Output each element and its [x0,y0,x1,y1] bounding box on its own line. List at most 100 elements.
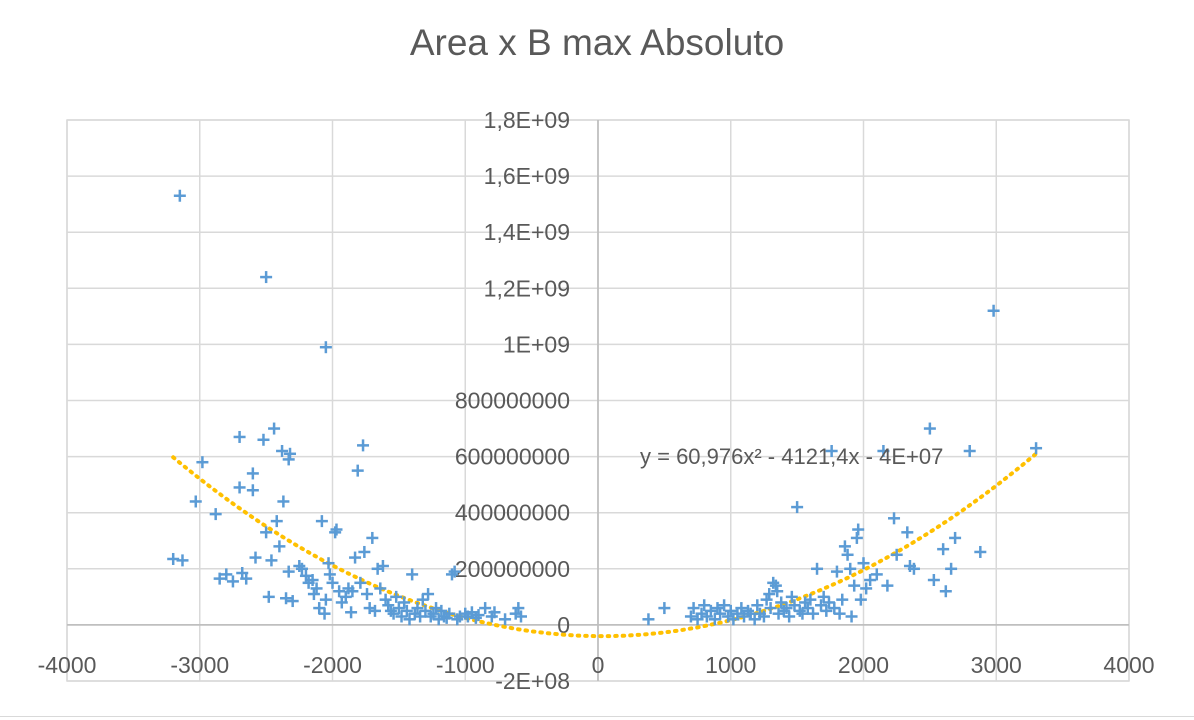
data-point [852,523,865,536]
data-point [257,433,270,446]
data-point [780,602,793,615]
data-point [313,602,326,615]
data-point [472,609,485,622]
data-points [167,189,1043,626]
data-point [708,613,721,626]
data-point [173,189,186,202]
data-point [189,495,202,508]
data-point [724,604,737,617]
data-point [322,557,335,570]
data-point [860,582,873,595]
data-point [820,604,833,617]
data-point [358,545,371,558]
y-tick-label: 200000000 [455,556,570,582]
data-point [326,576,339,589]
data-point [384,604,397,617]
data-point [280,592,293,605]
data-point [870,568,883,581]
data-point [888,512,901,525]
data-point [735,602,748,615]
data-point [176,554,189,567]
data-point [310,582,323,595]
y-tick-label: 0 [557,612,570,638]
axes [67,120,1129,681]
data-point [357,439,370,452]
data-point [764,602,777,615]
data-point [796,607,809,620]
data-point [830,565,843,578]
y-tick-label: 600000000 [455,444,570,470]
data-point [890,548,903,561]
data-point [443,607,456,620]
data-point [368,604,381,617]
data-point [828,602,841,615]
data-point [330,523,343,536]
data-point [817,590,830,603]
data-point [788,599,801,612]
data-point [233,481,246,494]
x-tick-label: 2000 [838,652,889,678]
data-point [488,606,501,619]
data-point [751,599,764,612]
data-point [711,602,724,615]
data-point [435,604,448,617]
data-point [351,464,364,477]
data-point [939,585,952,598]
data-point [167,552,180,565]
data-point [801,602,814,615]
y-tick-label: -2E+08 [495,668,570,694]
data-point [937,543,950,556]
data-point [718,599,731,612]
data-point [416,593,429,606]
data-point [329,526,342,539]
data-point [499,613,512,626]
data-point [907,562,920,575]
y-tick-label: 1,4E+09 [484,219,570,245]
x-tick-label: 3000 [971,652,1022,678]
data-point [387,607,400,620]
data-point [945,562,958,575]
data-point [319,593,332,606]
data-point [414,610,427,623]
data-point [901,526,914,539]
data-point [345,606,358,619]
data-point [411,602,424,615]
data-point [374,582,387,595]
data-point [1030,442,1043,455]
data-point [757,610,770,623]
data-point [771,585,784,598]
data-point [382,599,395,612]
data-point [760,593,773,606]
data-point [658,602,671,615]
data-point [804,593,817,606]
data-point [265,554,278,567]
data-point [845,610,858,623]
data-point [687,602,700,615]
data-point [282,453,295,466]
data-point [848,579,861,592]
data-point [927,574,940,587]
data-point [295,562,308,575]
x-tick-label: -2000 [303,652,362,678]
data-point [807,607,820,620]
data-point [293,559,306,572]
data-point [836,593,849,606]
data-point [213,572,226,585]
x-tick-label: -1000 [436,652,495,678]
data-point [262,590,275,603]
data-point [249,551,262,564]
data-point [783,610,796,623]
tick-labels: -4000 -3000 -2000 -1000 0 1000 2000 3000 4000 -2E… [38,107,1155,694]
data-point [307,588,320,601]
data-point [833,607,846,620]
data-point [785,590,798,603]
data-point [392,602,405,615]
data-point [349,551,362,564]
trendline-curve [171,451,1039,639]
data-point [284,447,297,460]
data-point [196,456,209,469]
data-point [963,444,976,457]
data-point [881,579,894,592]
data-point [270,515,283,528]
